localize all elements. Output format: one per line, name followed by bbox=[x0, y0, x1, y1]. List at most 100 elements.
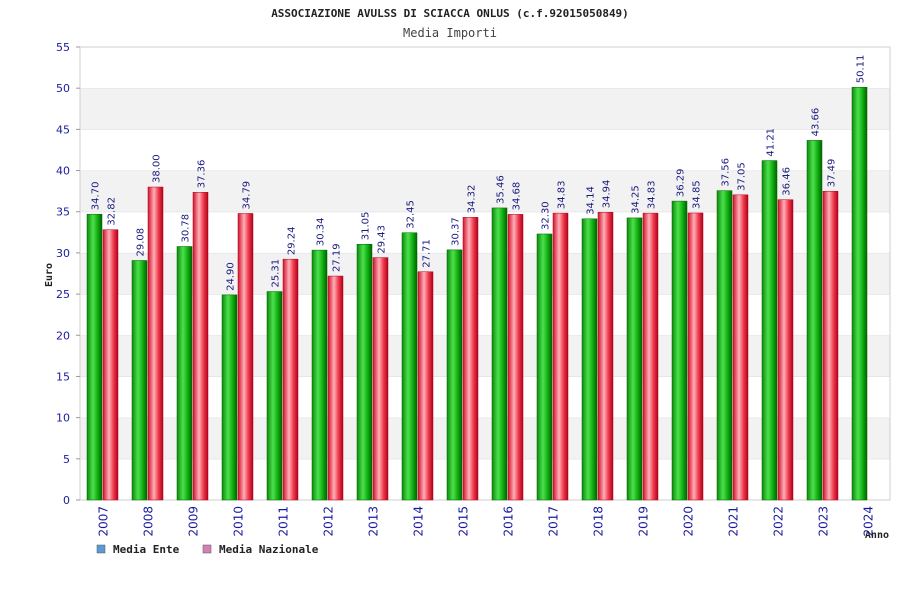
data-label: 37.49 bbox=[827, 159, 838, 188]
bar-ente bbox=[716, 190, 733, 501]
bar-nazionale bbox=[147, 186, 164, 501]
y-tick-label: 25 bbox=[56, 288, 70, 301]
grid-bands bbox=[80, 46, 890, 500]
bar-ente bbox=[401, 232, 418, 501]
x-tick-label: 2015 bbox=[457, 506, 471, 537]
bar-nazionale bbox=[282, 258, 299, 501]
grid-band bbox=[80, 88, 890, 130]
legend-label: Media Nazionale bbox=[219, 543, 319, 556]
x-tick-label: 2014 bbox=[412, 506, 426, 537]
data-label: 34.85 bbox=[692, 180, 703, 209]
chart-subtitle: Media Importi bbox=[403, 26, 497, 40]
y-tick-label: 45 bbox=[56, 123, 70, 136]
x-tick-label: 2022 bbox=[772, 506, 786, 537]
legend-label: Media Ente bbox=[113, 543, 180, 556]
x-tick-label: 2018 bbox=[592, 506, 606, 537]
grid-band bbox=[80, 170, 890, 212]
bar-nazionale bbox=[102, 229, 119, 501]
bar-nazionale bbox=[687, 212, 704, 501]
bar-nazionale bbox=[777, 199, 794, 501]
grid-band bbox=[80, 417, 890, 459]
y-tick-label: 10 bbox=[56, 412, 70, 425]
x-tick-label: 2023 bbox=[817, 506, 831, 537]
data-label: 30.34 bbox=[316, 217, 327, 246]
y-tick-label: 40 bbox=[56, 165, 70, 178]
grid-band bbox=[80, 129, 890, 171]
bar-nazionale bbox=[507, 214, 524, 501]
y-tick-label: 30 bbox=[56, 247, 70, 260]
plot-frame bbox=[79, 46, 891, 501]
data-label: 41.21 bbox=[766, 128, 777, 157]
grid-band bbox=[80, 294, 890, 336]
data-label: 30.37 bbox=[451, 217, 462, 246]
bar-ente bbox=[806, 140, 823, 501]
data-label: 43.66 bbox=[811, 108, 822, 137]
legend: Media Ente Media Nazionale bbox=[96, 543, 319, 556]
bar-ente bbox=[311, 249, 328, 501]
y-tick-label: 35 bbox=[56, 206, 70, 219]
data-label: 27.19 bbox=[332, 243, 343, 272]
x-tick-label: 2011 bbox=[277, 506, 291, 537]
grid-band bbox=[80, 211, 890, 253]
bar-nazionale bbox=[372, 257, 389, 501]
y-tick-label: 50 bbox=[56, 82, 70, 95]
bar-ente bbox=[221, 294, 238, 501]
grid-band bbox=[80, 458, 890, 500]
bar-nazionale bbox=[732, 194, 749, 501]
bar-nazionale bbox=[597, 211, 614, 501]
x-tick-label: 2024 bbox=[862, 506, 876, 537]
bar-ente bbox=[131, 260, 148, 501]
data-label: 34.68 bbox=[512, 182, 523, 211]
bar-ente bbox=[176, 246, 193, 501]
x-axis-label: Anno bbox=[865, 530, 889, 541]
data-label: 36.46 bbox=[782, 167, 793, 196]
legend-swatch bbox=[96, 544, 106, 554]
bar-ente bbox=[761, 160, 778, 501]
data-label: 29.43 bbox=[377, 225, 388, 254]
x-tick-label: 2008 bbox=[142, 506, 156, 537]
data-label: 24.90 bbox=[226, 262, 237, 291]
bar-ente bbox=[356, 244, 373, 501]
x-tick-label: 2021 bbox=[727, 506, 741, 537]
bar-ente bbox=[626, 217, 643, 501]
y-tick-label: 5 bbox=[63, 453, 70, 466]
data-label: 32.30 bbox=[541, 201, 552, 230]
x-axis-ticks: 2007 2008 2009 2010 2011 2012 2013 2014 2015 2016… bbox=[97, 506, 876, 537]
x-tick-label: 2013 bbox=[367, 506, 381, 537]
bars: 34.70 32.82 29.08 38.00 30.78 37.36 24.90 34.79… bbox=[86, 55, 868, 501]
x-tick-label: 2012 bbox=[322, 506, 336, 537]
x-tick-label: 2019 bbox=[637, 506, 651, 537]
y-tick-label: 20 bbox=[56, 329, 70, 342]
legend-swatch bbox=[202, 544, 212, 554]
bar-nazionale bbox=[192, 192, 209, 501]
y-axis-label: Euro bbox=[44, 263, 55, 287]
data-label: 34.70 bbox=[91, 182, 102, 211]
bar-nazionale bbox=[237, 213, 254, 501]
data-label: 37.05 bbox=[737, 162, 748, 191]
data-label: 34.25 bbox=[631, 185, 642, 214]
y-tick-label: 15 bbox=[56, 370, 70, 383]
data-label: 34.94 bbox=[602, 180, 613, 209]
y-tick-label: 0 bbox=[63, 494, 70, 507]
y-axis-ticks: 0 5 10 15 20 25 30 35 40 45 50 55 bbox=[56, 41, 80, 507]
data-label: 50.11 bbox=[856, 55, 867, 84]
data-label: 34.79 bbox=[242, 181, 253, 210]
grid-band bbox=[80, 376, 890, 418]
data-label: 27.71 bbox=[422, 239, 433, 268]
bar-ente bbox=[266, 291, 283, 501]
grid-band bbox=[80, 335, 890, 377]
bar-ente bbox=[671, 200, 688, 501]
bar-nazionale bbox=[327, 275, 344, 501]
x-tick-label: 2009 bbox=[187, 506, 201, 537]
data-label: 35.46 bbox=[496, 175, 507, 204]
data-label: 30.78 bbox=[181, 214, 192, 243]
bar-nazionale bbox=[822, 190, 839, 501]
data-label: 34.83 bbox=[647, 180, 658, 209]
data-label: 32.82 bbox=[107, 197, 118, 226]
bar-nazionale bbox=[417, 271, 434, 501]
bar-ente bbox=[851, 87, 868, 501]
data-label: 29.08 bbox=[136, 228, 147, 257]
bar-nazionale bbox=[462, 217, 479, 501]
data-label: 31.05 bbox=[361, 212, 372, 241]
